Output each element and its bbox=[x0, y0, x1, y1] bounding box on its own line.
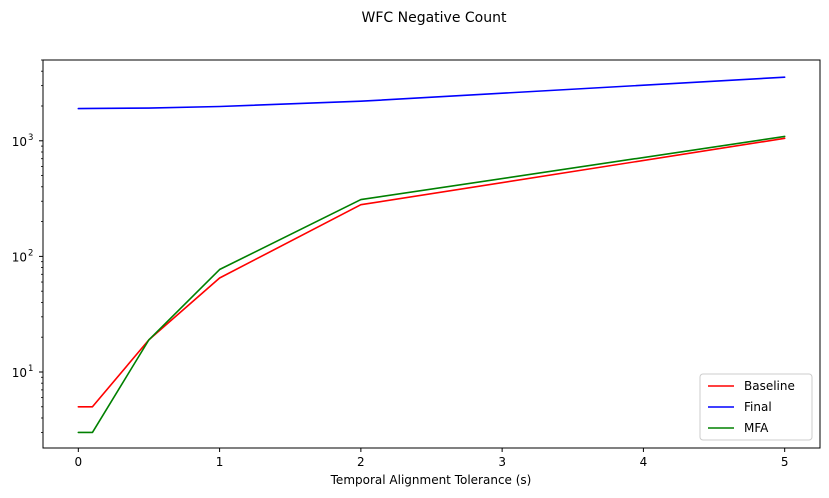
legend-label-final: Final bbox=[744, 400, 772, 414]
y-tick-label: 10 bbox=[12, 135, 27, 149]
series-lines bbox=[77, 76, 786, 434]
plot-area-frame bbox=[42, 59, 821, 449]
y-tick-label-exponent: 3 bbox=[28, 133, 33, 143]
legend-box bbox=[699, 373, 813, 441]
x-tick-label: 0 bbox=[74, 455, 82, 469]
x-tick-label: 4 bbox=[640, 455, 648, 469]
series-line-final bbox=[77, 76, 786, 110]
chart-title: WFC Negative Count bbox=[362, 10, 507, 26]
y-tick-label: 10 bbox=[12, 250, 27, 264]
y-tick-label-exponent: 1 bbox=[28, 364, 33, 374]
legend: Baseline Final MFA bbox=[699, 373, 813, 441]
legend-label-mfa: MFA bbox=[744, 421, 769, 435]
x-axis-label: Temporal Alignment Tolerance (s) bbox=[330, 473, 532, 487]
x-axis-ticks: 0 1 2 3 4 5 bbox=[74, 448, 789, 469]
series-line-mfa bbox=[77, 135, 786, 434]
x-tick-label: 2 bbox=[357, 455, 365, 469]
series-line-baseline bbox=[77, 137, 786, 408]
x-tick-label: 3 bbox=[498, 455, 506, 469]
x-tick-label: 5 bbox=[781, 455, 789, 469]
x-tick-label: 1 bbox=[216, 455, 224, 469]
legend-label-baseline: Baseline bbox=[744, 379, 795, 393]
y-tick-label-exponent: 2 bbox=[28, 248, 33, 258]
y-tick-label: 10 bbox=[12, 366, 27, 380]
